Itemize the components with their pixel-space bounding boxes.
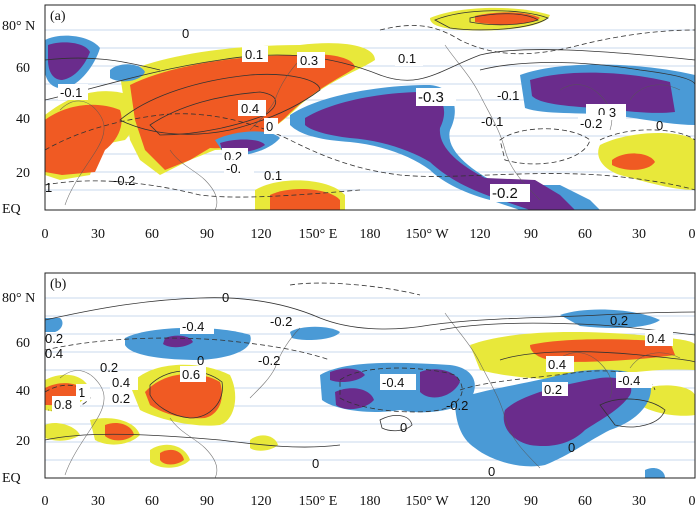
contour-label: 0 bbox=[568, 440, 575, 455]
contour-label: 0.3 bbox=[300, 53, 318, 68]
x-tick-label: 0 bbox=[689, 227, 696, 242]
contour-label: 0 bbox=[197, 353, 204, 368]
x-tick-label: 180 bbox=[360, 227, 381, 242]
contour-label: -0.4 bbox=[382, 375, 404, 390]
contour-label: 0.1 bbox=[264, 168, 282, 183]
panel-a-contour-labels: 0 0.1 0.3 0.1 -0.1 0.4 0 -0.3 -0.1 0.3 -… bbox=[45, 26, 663, 202]
x-tick-label: 0 bbox=[689, 494, 696, 509]
contour-label: -0.4 bbox=[618, 373, 640, 388]
x-tick-label: 120 bbox=[251, 227, 272, 242]
panel-a-x-ticks: 0 30 60 90 120 150° E 180 150° W 120 90 … bbox=[42, 227, 696, 242]
panel-a-y-ticks: EQ 20 40 60 80° N bbox=[2, 19, 35, 217]
y-tick-label: EQ bbox=[2, 202, 21, 217]
contour-label: 1 bbox=[45, 180, 52, 195]
x-tick-label: 60 bbox=[578, 494, 592, 509]
contour-label: 0 bbox=[312, 456, 319, 471]
y-tick-label: 40 bbox=[16, 384, 30, 399]
contour-label: 0.2 bbox=[45, 331, 63, 346]
panel-b-frame bbox=[44, 272, 696, 479]
contour-label: 1 bbox=[78, 385, 85, 400]
x-tick-label: 120 bbox=[470, 227, 491, 242]
x-tick-label: 60 bbox=[145, 494, 159, 509]
contour-label: -0.1 bbox=[60, 85, 82, 100]
x-tick-label: 90 bbox=[200, 494, 214, 509]
x-tick-label: 180 bbox=[360, 494, 381, 509]
panel-b-contour-labels: 0 -0.4 -0.2 0 -0.2 0.2 0.4 0.2 0.6 0.4 1… bbox=[45, 290, 673, 479]
contour-label: 0.8 bbox=[54, 397, 72, 412]
x-tick-label: 120 bbox=[470, 494, 491, 509]
contour-label: 0.1 bbox=[245, 47, 263, 62]
x-tick-label: 120 bbox=[251, 494, 272, 509]
contour-label: -0.2 bbox=[258, 353, 280, 368]
x-tick-label: 90 bbox=[200, 227, 214, 242]
x-tick-label: 150° E bbox=[299, 494, 338, 509]
contour-label: 0 bbox=[182, 26, 189, 41]
contour-label: 0.4 bbox=[241, 101, 259, 116]
x-tick-label: 30 bbox=[632, 494, 646, 509]
x-tick-label: 30 bbox=[91, 227, 105, 242]
contour-label: 0 bbox=[488, 464, 495, 479]
y-tick-label: 60 bbox=[16, 61, 30, 76]
x-tick-label: 0 bbox=[42, 494, 49, 509]
contour-label: -0. bbox=[226, 161, 241, 176]
y-tick-label: 60 bbox=[16, 336, 30, 351]
panel-a: 0 0.1 0.3 0.1 -0.1 0.4 0 -0.3 -0.1 0.3 -… bbox=[44, 4, 696, 211]
x-tick-label: 0 bbox=[42, 227, 49, 242]
contour-label: 0 bbox=[266, 119, 273, 134]
contour-label: 0 bbox=[222, 290, 229, 305]
x-tick-label: 60 bbox=[578, 227, 592, 242]
y-tick-label: 20 bbox=[16, 434, 30, 449]
y-tick-label: 80° N bbox=[2, 291, 35, 306]
x-tick-label: 90 bbox=[524, 494, 538, 509]
contour-label: -0.2 bbox=[270, 314, 292, 329]
contour-label: 0.6 bbox=[182, 367, 200, 382]
contour-label: 0.2 bbox=[100, 360, 118, 375]
contour-label: 0.4 bbox=[647, 331, 665, 346]
contour-label: -0.1 bbox=[497, 88, 519, 103]
x-tick-label: 150° W bbox=[405, 494, 449, 509]
panel-a-contours bbox=[45, 10, 695, 198]
contour-label: 0.4 bbox=[45, 346, 63, 361]
contour-label: 0.4 bbox=[112, 375, 130, 390]
contour-label: 0.4 bbox=[548, 357, 566, 372]
contour-label: 0.1 bbox=[398, 51, 416, 66]
panel-b-letter: (b) bbox=[50, 277, 67, 292]
panel-b-purple-regions bbox=[163, 335, 632, 447]
x-tick-label: 30 bbox=[632, 227, 646, 242]
contour-label: -0.2 bbox=[580, 116, 602, 131]
contour-label: 0.2 bbox=[544, 382, 562, 397]
y-tick-label: EQ bbox=[2, 471, 21, 486]
x-tick-label: 90 bbox=[524, 227, 538, 242]
contour-label: -0.1 bbox=[481, 114, 503, 129]
y-tick-label: 80° N bbox=[2, 19, 35, 34]
contour-label: -0.3 bbox=[418, 89, 444, 106]
x-tick-label: 30 bbox=[91, 494, 105, 509]
contour-label: -0.4 bbox=[182, 319, 204, 334]
x-tick-label: 60 bbox=[145, 227, 159, 242]
panel-b-coastlines bbox=[59, 312, 681, 478]
contour-label: 0 bbox=[400, 420, 407, 435]
panel-a-letter: (a) bbox=[50, 9, 66, 24]
panel-a-frame bbox=[44, 4, 696, 211]
contour-label: -0.2 bbox=[492, 185, 518, 202]
contour-label: -0.2 bbox=[446, 398, 468, 413]
contour-label: 0.2 bbox=[112, 391, 130, 406]
contour-label: -0.2 bbox=[113, 173, 135, 188]
panel-b-y-ticks: EQ 20 40 60 80° N bbox=[2, 291, 35, 486]
y-tick-label: 40 bbox=[16, 112, 30, 127]
contour-label: 0.2 bbox=[610, 313, 628, 328]
panel-a-coastlines bbox=[59, 44, 681, 210]
x-tick-label: 150° W bbox=[405, 227, 449, 242]
x-tick-label: 150° E bbox=[299, 227, 338, 242]
y-tick-label: 20 bbox=[16, 166, 30, 181]
panel-b-x-ticks: 0 30 60 90 120 150° E 180 150° W 120 90 … bbox=[42, 494, 696, 509]
panel-a-purple-regions bbox=[48, 42, 675, 210]
contour-label: 0 bbox=[656, 118, 663, 133]
panel-b: 0 -0.4 -0.2 0 -0.2 0.2 0.4 0.2 0.6 0.4 1… bbox=[44, 272, 696, 479]
